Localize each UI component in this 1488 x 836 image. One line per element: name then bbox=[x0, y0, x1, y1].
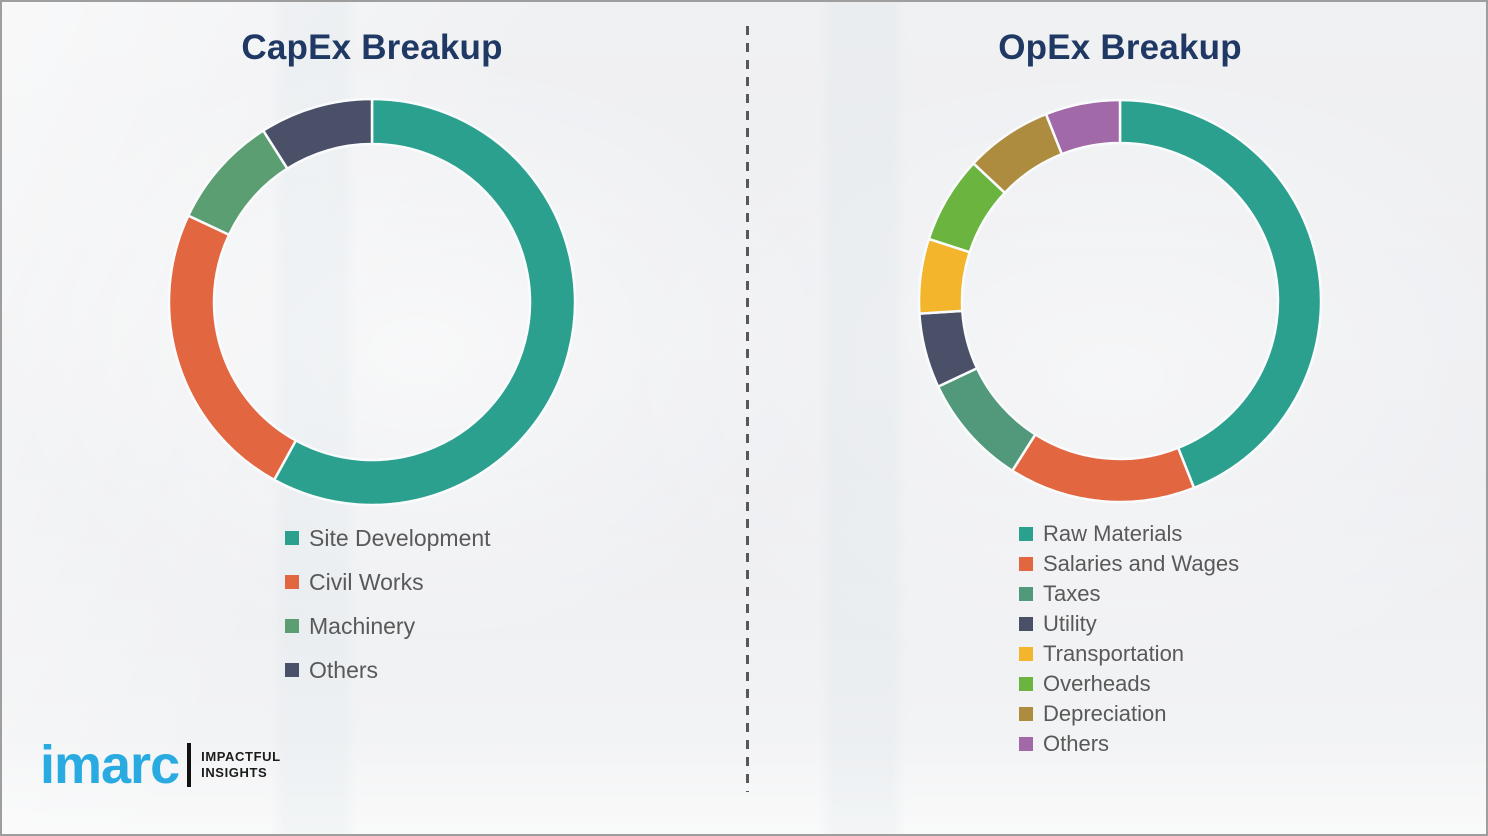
civil-works-segment bbox=[167, 214, 298, 482]
legend-label: Others bbox=[309, 656, 379, 683]
legend-item-others: Others bbox=[285, 648, 491, 692]
legend-label: Taxes bbox=[1043, 581, 1101, 606]
legend-item-utility: Utility bbox=[1019, 609, 1239, 639]
capex-chart-title: CapEx Breakup bbox=[241, 28, 503, 67]
legend-swatch-icon bbox=[1019, 527, 1033, 541]
logo-tagline: IMPACTFUL INSIGHTS bbox=[201, 749, 281, 782]
logo-tagline-line1: IMPACTFUL bbox=[201, 748, 281, 764]
dashed-divider-line bbox=[746, 26, 749, 792]
legend-swatch-icon bbox=[1019, 587, 1033, 601]
legend-swatch-icon bbox=[285, 531, 299, 545]
legend-label: Depreciation bbox=[1043, 701, 1167, 726]
legend-label: Civil Works bbox=[309, 568, 424, 595]
legend-item-civil-works: Civil Works bbox=[285, 560, 491, 604]
legend-swatch-icon bbox=[1019, 557, 1033, 571]
salaries-and-wages-segment bbox=[1011, 433, 1196, 504]
imarc-logo: imarc IMPACTFUL INSIGHTS bbox=[40, 738, 281, 792]
legend-label: Machinery bbox=[309, 612, 416, 639]
legend-swatch-icon bbox=[1019, 677, 1033, 691]
legend-swatch-icon bbox=[1019, 737, 1033, 751]
legend-label: Transportation bbox=[1043, 641, 1185, 666]
legend-item-site-development: Site Development bbox=[285, 516, 491, 560]
legend-swatch-icon bbox=[1019, 617, 1033, 631]
opex-legend: Raw Materials Salaries and Wages Taxes Util… bbox=[1019, 519, 1239, 759]
legend-label: Raw Materials bbox=[1043, 521, 1183, 546]
legend-swatch-icon bbox=[285, 619, 299, 633]
legend-swatch-icon bbox=[1019, 707, 1033, 721]
legend-label: Salaries and Wages bbox=[1043, 551, 1240, 576]
legend-item-raw-materials: Raw Materials bbox=[1019, 519, 1239, 549]
opex-donut-chart bbox=[917, 98, 1323, 504]
raw-materials-segment bbox=[1118, 98, 1323, 490]
logo-tagline-line2: INSIGHTS bbox=[201, 765, 268, 780]
legend-item-overheads: Overheads bbox=[1019, 669, 1239, 699]
legend-label: Overheads bbox=[1043, 671, 1151, 696]
legend-item-machinery: Machinery bbox=[285, 604, 491, 648]
opex-chart-title: OpEx Breakup bbox=[998, 28, 1242, 67]
taxes-segment bbox=[936, 367, 1037, 472]
others-segment bbox=[261, 97, 374, 170]
logo-brand-text: imarc bbox=[40, 735, 180, 795]
legend-item-others: Others bbox=[1019, 729, 1239, 759]
legend-swatch-icon bbox=[285, 575, 299, 589]
others-segment bbox=[1044, 98, 1122, 156]
legend-label: Others bbox=[1043, 731, 1110, 756]
legend-item-depreciation: Depreciation bbox=[1019, 699, 1239, 729]
legend-label: Utility bbox=[1043, 611, 1097, 636]
capex-donut-chart bbox=[167, 97, 577, 507]
legend-swatch-icon bbox=[285, 663, 299, 677]
logo-divider-bar bbox=[187, 743, 192, 787]
capex-legend: Site Development Civil Works Machinery Othe… bbox=[285, 516, 491, 692]
legend-item-taxes: Taxes bbox=[1019, 579, 1239, 609]
legend-swatch-icon bbox=[1019, 647, 1033, 661]
legend-item-transportation: Transportation bbox=[1019, 639, 1239, 669]
legend-item-salaries-and-wages: Salaries and Wages bbox=[1019, 549, 1239, 579]
site-development-segment bbox=[272, 97, 577, 507]
legend-label: Site Development bbox=[309, 524, 491, 551]
